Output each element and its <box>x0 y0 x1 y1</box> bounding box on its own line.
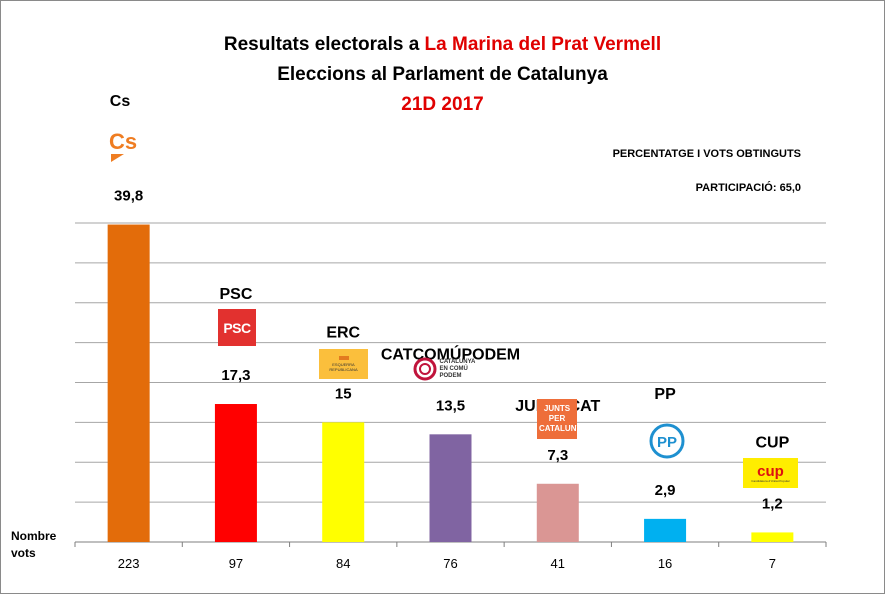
comu-logo-text: CATALUNYA EN COMÚ PODEM <box>439 358 476 379</box>
title-prefix: Resultats electorals a <box>223 34 425 55</box>
cs-logo-text: Cs <box>109 129 137 154</box>
value-label: 39,8 <box>114 188 143 205</box>
chart-date: 21D 2017 <box>401 94 484 115</box>
category-label: CUP <box>755 434 789 451</box>
note-participation: PARTICIPACIÓ: 65,0 <box>695 182 801 194</box>
pp-logo-text: PP <box>657 434 677 451</box>
psc-logo: PSC <box>218 309 256 346</box>
votes-label: 97 <box>229 556 243 571</box>
value-label: 15 <box>335 385 352 402</box>
category-label: PSC <box>219 286 252 303</box>
cup-logo-text: cup <box>757 462 784 480</box>
cup-logo: cup Candidatura d'Unitat Popular <box>743 458 798 488</box>
category-label: ERC <box>326 324 360 341</box>
category-label: CATCOMÚPODEM <box>381 344 520 363</box>
note-percentage: PERCENTATGE I VOTS OBTINGUTS <box>612 148 801 160</box>
votes-axis-label: Nombre vots <box>11 529 57 560</box>
value-label: 1,2 <box>762 495 783 512</box>
bar-erc <box>322 422 365 542</box>
votes-label: 223 <box>118 556 140 571</box>
psc-logo-text: PSC <box>223 319 251 336</box>
value-label: 17,3 <box>221 367 250 384</box>
votes-label: 16 <box>658 556 672 571</box>
value-label: 7,3 <box>547 447 568 464</box>
category-label: Cs <box>110 93 131 110</box>
bar-pp <box>644 518 687 542</box>
votes-label: 41 <box>551 556 565 571</box>
chart-title: Resultats electorals a La Marina del Pra… <box>0 34 885 56</box>
pp-logo: PP <box>645 422 689 460</box>
chart-subtitle: Eleccions al Parlament de Catalunya <box>277 64 608 85</box>
votes-label: 76 <box>443 556 457 571</box>
bar-psc <box>214 404 257 542</box>
junts-logo: JUNTS PER CATALUNYA <box>537 399 587 439</box>
votes-label: 7 <box>769 556 776 571</box>
comu-circle-icon <box>413 357 436 381</box>
value-label: 13,5 <box>436 397 465 414</box>
erc-logo: ESQUERRA REPUBLICANA <box>319 349 368 379</box>
category-label: PP <box>654 386 676 403</box>
bar-cs <box>107 224 150 543</box>
cs-logo: Cs <box>106 124 146 164</box>
title-place: La Marina del Prat Vermell <box>424 34 662 55</box>
bar-cup <box>751 532 794 542</box>
bar-catcomúpodem <box>429 434 472 542</box>
junts-logo-text: JUNTS PER CATALUNYA <box>539 404 587 433</box>
votes-label: 84 <box>336 556 350 571</box>
bar-junsxcat <box>536 483 579 542</box>
value-label: 2,9 <box>655 482 676 499</box>
erc-logo-text: ESQUERRA REPUBLICANA <box>329 362 358 372</box>
comu-logo: CATALUNYA EN COMÚ PODEM <box>412 354 476 384</box>
cup-logo-subtext: Candidatura d'Unitat Popular <box>751 478 790 483</box>
